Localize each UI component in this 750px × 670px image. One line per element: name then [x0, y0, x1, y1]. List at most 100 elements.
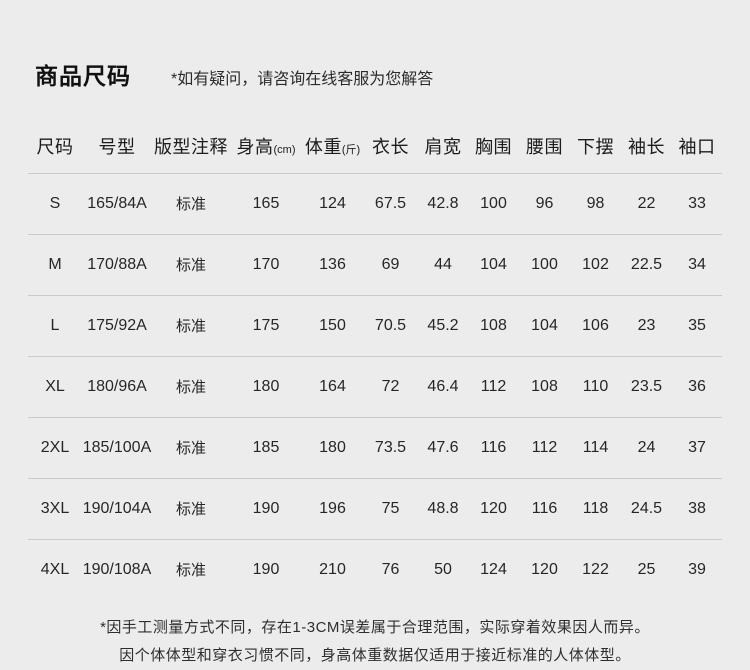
title-note: *如有疑问，请咨询在线客服为您解答: [171, 71, 434, 88]
size-value-cell: 73.5: [374, 438, 407, 456]
size-label-cell: L: [50, 316, 60, 334]
size-value-cell: 112: [531, 438, 558, 456]
size-value-cell: 96: [535, 194, 554, 212]
size-value-cell: 75: [381, 499, 400, 517]
size-row: 2XL 185/100A 标准 185 180 73.5 47.6 116 112 114 24 37: [28, 417, 722, 478]
size-value-cell: 45.2: [427, 316, 459, 334]
size-value-cell: 35: [688, 316, 706, 334]
size-value-cell: 100: [480, 194, 507, 212]
size-value-cell: 39: [688, 560, 706, 578]
size-label-cell: 3XL: [40, 499, 70, 517]
size-value-cell: 76: [381, 560, 400, 578]
size-value-cell: 175: [252, 316, 280, 334]
size-value-cell: 46.4: [427, 377, 459, 395]
size-value-cell: 标准: [175, 379, 206, 396]
size-value-cell: 67.5: [374, 194, 407, 212]
size-value-cell: 124: [319, 194, 346, 212]
size-value-cell: 44: [434, 255, 452, 273]
size-value-cell: 190: [252, 560, 280, 578]
size-value-cell: 48.8: [427, 499, 459, 517]
size-value-cell: 42.8: [427, 194, 459, 212]
size-value-cell: 185/100A: [82, 438, 152, 456]
size-value-cell: 110: [582, 377, 609, 395]
size-value-cell: 164: [319, 377, 346, 395]
size-value-cell: 70.5: [374, 316, 407, 334]
size-label-cell: 2XL: [40, 438, 70, 456]
size-value-cell: 185: [252, 438, 280, 456]
size-value-cell: 38: [688, 499, 706, 517]
size-value-cell: 104: [531, 316, 558, 334]
column-header-garment-length: 衣长: [372, 136, 409, 157]
disclaimer-line-1: *因手工测量方式不同，存在1-3CM误差属于合理范围，实际穿着效果因人而异。: [100, 619, 650, 636]
column-header-waist: 腰围: [526, 136, 563, 157]
size-value-cell: 112: [480, 377, 507, 395]
column-header-hem: 下摆: [577, 136, 614, 157]
column-header-size: 尺码: [36, 136, 74, 157]
size-value-cell: 47.6: [427, 438, 459, 456]
disclaimer-line-2: 因个体体型和穿衣习惯不同，身高体重数据仅适用于接近标准的人体体型。: [119, 647, 631, 664]
size-label-cell: M: [48, 255, 62, 273]
size-value-cell: 175/92A: [87, 316, 147, 334]
size-value-cell: 120: [480, 499, 507, 517]
size-label-cell: 4XL: [40, 560, 70, 578]
column-header-weight: 体重(斤): [304, 136, 361, 157]
column-header-model: 号型: [98, 136, 136, 157]
size-value-cell: 69: [381, 255, 400, 273]
column-header-sleeve-length: 袖长: [628, 136, 665, 157]
size-value-cell: 25: [637, 560, 656, 578]
size-value-cell: 190/108A: [82, 560, 152, 578]
size-value-cell: 122: [582, 560, 609, 578]
size-value-cell: 165/84A: [87, 194, 147, 212]
size-value-cell: 106: [582, 316, 609, 334]
size-value-cell: 196: [319, 499, 346, 517]
size-value-cell: 108: [531, 377, 558, 395]
size-row: S 165/84A 标准 165 124 67.5 42.8 100 96 98 22 33: [28, 173, 722, 234]
size-value-cell: 36: [688, 377, 706, 395]
size-value-cell: 165: [252, 194, 280, 212]
size-value-cell: 24: [637, 438, 656, 456]
size-value-cell: 标准: [175, 562, 206, 580]
size-value-cell: 34: [688, 255, 706, 273]
size-value-cell: 118: [582, 499, 609, 517]
size-row: L 175/92A 标准 175 150 70.5 45.2 108 104 106 23 35: [28, 295, 722, 356]
size-value-cell: 标准: [175, 501, 206, 518]
size-value-cell: 116: [480, 438, 507, 456]
size-value-cell: 22.5: [630, 255, 663, 273]
size-value-cell: 标准: [175, 257, 206, 274]
size-value-cell: 标准: [175, 440, 206, 457]
size-value-cell: 136: [319, 255, 346, 273]
column-header-chest: 胸围: [475, 136, 512, 157]
size-value-cell: 24.5: [630, 499, 663, 517]
size-value-cell: 102: [582, 255, 609, 273]
size-label-cell: XL: [45, 377, 65, 395]
size-value-cell: 120: [531, 560, 558, 578]
size-value-cell: 100: [531, 255, 558, 273]
size-value-cell: 33: [688, 194, 706, 212]
size-value-cell: 180: [319, 438, 346, 456]
size-value-cell: 108: [480, 316, 507, 334]
size-value-cell: 标准: [175, 196, 206, 213]
size-row: 3XL 190/104A 标准 190 196 75 48.8 120 116 118 24.5 38: [28, 478, 722, 539]
size-value-cell: 37: [688, 438, 706, 456]
table-header-row: 尺码 号型 版型注释 身高(cm) 体重(斤) 衣长 肩宽 胸围 腰围 下摆 袖…: [28, 119, 722, 173]
size-value-cell: 190: [252, 499, 280, 517]
size-value-cell: 23.5: [630, 377, 663, 395]
page-title: 商品尺码: [35, 63, 131, 89]
size-label-cell: S: [49, 194, 61, 212]
size-value-cell: 104: [480, 255, 507, 273]
size-value-cell: 170/88A: [87, 255, 147, 273]
size-value-cell: 116: [531, 499, 558, 517]
size-row: M 170/88A 标准 170 136 69 44 104 100 102 22.5 34: [28, 234, 722, 295]
size-value-cell: 180: [252, 377, 280, 395]
size-value-cell: 150: [319, 316, 346, 334]
size-value-cell: 72: [381, 377, 400, 395]
size-value-cell: 114: [582, 438, 609, 456]
size-chart-table: 尺码 号型 版型注释 身高(cm) 体重(斤) 衣长 肩宽 胸围 腰围 下摆 袖…: [28, 119, 722, 600]
column-header-shoulder-width: 肩宽: [424, 136, 462, 157]
column-header-height: 身高(cm): [236, 136, 296, 157]
column-header-cuff: 袖口: [678, 136, 716, 157]
size-value-cell: 210: [319, 560, 346, 578]
size-row: 4XL 190/108A 标准 190 210 76 50 124 120 122 25 39: [28, 539, 722, 600]
size-value-cell: 180/96A: [87, 377, 147, 395]
